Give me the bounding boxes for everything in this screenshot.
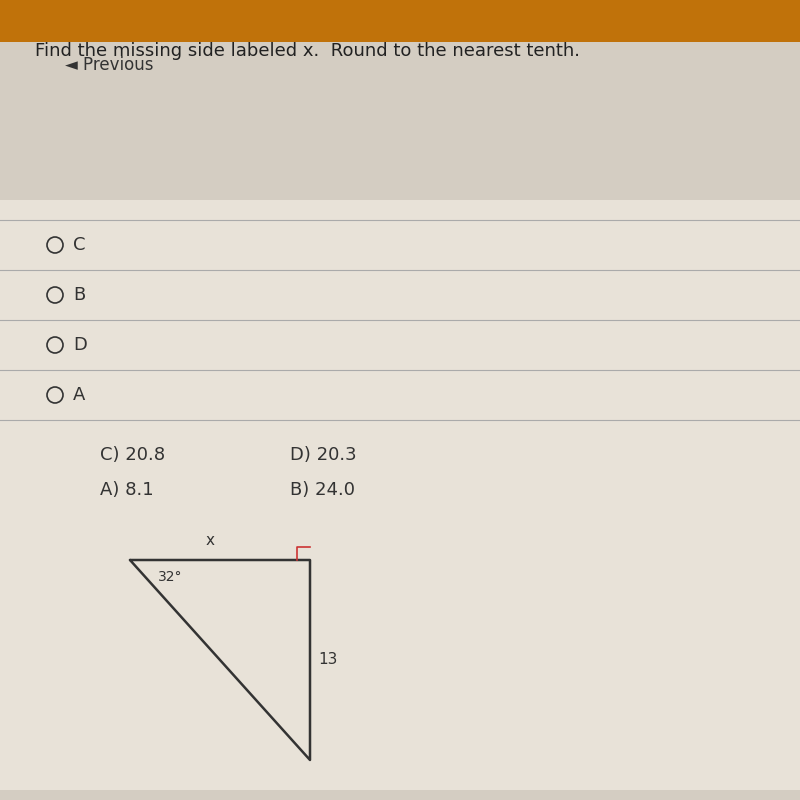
Text: B: B [73, 286, 86, 304]
Text: D: D [73, 336, 87, 354]
Bar [0, 0, 800, 42]
Text: 32°: 32° [158, 570, 182, 584]
Text: B) 24.0: B) 24.0 [290, 481, 355, 499]
Bar [0, 200, 800, 790]
Text: A) 8.1: A) 8.1 [100, 481, 154, 499]
Text: C) 20.8: C) 20.8 [100, 446, 165, 464]
Text: C: C [73, 236, 86, 254]
Text: Find the missing side labeled x.  Round to the nearest tenth.: Find the missing side labeled x. Round t… [35, 42, 580, 60]
Text: 13: 13 [318, 653, 338, 667]
Text: x: x [206, 533, 214, 548]
Text: A: A [73, 386, 86, 404]
Text: D) 20.3: D) 20.3 [290, 446, 357, 464]
Text: ◄ Previous: ◄ Previous [65, 56, 154, 74]
